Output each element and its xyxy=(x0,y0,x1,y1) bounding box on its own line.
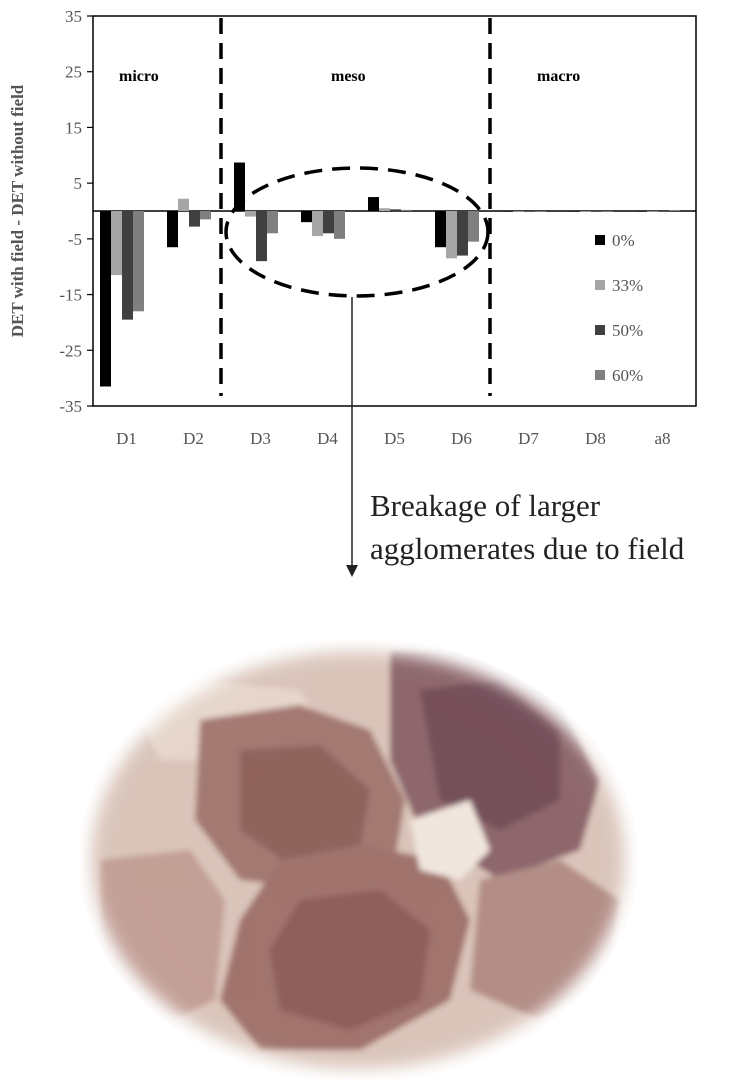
bar-D4-33% xyxy=(312,211,323,237)
bar-a8-0% xyxy=(636,211,647,212)
region-label-meso: meso xyxy=(331,68,366,85)
annotation-line-2: agglomerates due to field xyxy=(370,531,685,566)
bars xyxy=(100,162,680,387)
bar-D7-33% xyxy=(513,211,524,212)
x-tick-label: D5 xyxy=(384,429,405,448)
y-axis: -35 -25 -15 -5 5 15 25 35 xyxy=(59,7,93,416)
legend-swatch xyxy=(595,325,605,335)
bar-D2-0% xyxy=(167,211,178,248)
microscope-photo xyxy=(61,621,655,1085)
legend: 0% 33% 50% 60% xyxy=(595,231,643,385)
bar-D6-0% xyxy=(435,211,446,248)
bar-D5-33% xyxy=(379,208,390,211)
bar-D3-60% xyxy=(267,211,278,234)
y-tick-label: 35 xyxy=(65,7,82,26)
bar-D5-60% xyxy=(401,209,412,211)
y-tick-label: -35 xyxy=(59,397,82,416)
bar-D4-60% xyxy=(334,211,345,239)
bar-D6-60% xyxy=(468,211,479,242)
bar-D7-50% xyxy=(524,211,535,212)
legend-label: 0% xyxy=(612,231,635,250)
x-axis: D1 D2 D3 D4 D5 D6 D7 D8 a8 xyxy=(116,429,670,448)
bar-D8-50% xyxy=(591,211,602,212)
bar-D8-33% xyxy=(580,211,591,212)
x-tick-label: D3 xyxy=(250,429,271,448)
y-tick-label: -15 xyxy=(59,286,82,305)
y-tick-label: 5 xyxy=(74,174,83,193)
legend-label: 50% xyxy=(612,321,643,340)
y-tick-label: 25 xyxy=(65,63,82,82)
bar-a8-60% xyxy=(669,210,680,212)
annotation-line-1: Breakage of larger xyxy=(370,488,601,523)
x-tick-label: D2 xyxy=(183,429,204,448)
bar-D5-50% xyxy=(390,209,401,211)
y-axis-title: DET with field - DET without field xyxy=(8,84,27,337)
region-label-micro: micro xyxy=(119,68,159,85)
bar-D2-60% xyxy=(200,211,211,220)
bar-a8-50% xyxy=(658,211,669,212)
bar-D1-50% xyxy=(122,211,133,320)
bar-D7-0% xyxy=(502,211,513,212)
legend-swatch xyxy=(595,370,605,380)
bar-D1-33% xyxy=(111,211,122,276)
legend-label: 60% xyxy=(612,366,643,385)
bar-D6-33% xyxy=(446,211,457,259)
legend-label: 33% xyxy=(612,276,643,295)
highlight-ellipse xyxy=(224,166,490,298)
arrow-head-icon xyxy=(346,565,358,577)
x-tick-label: D8 xyxy=(585,429,606,448)
x-tick-label: D1 xyxy=(116,429,137,448)
x-tick-label: D7 xyxy=(518,429,539,448)
y-tick-label: -5 xyxy=(68,230,82,249)
bar-D8-60% xyxy=(602,211,613,212)
annotation-text: Breakage of larger agglomerates due to f… xyxy=(370,484,755,570)
legend-swatch xyxy=(595,235,605,245)
bar-D1-0% xyxy=(100,211,111,387)
legend-swatch xyxy=(595,280,605,290)
bar-D3-33% xyxy=(245,211,256,217)
bar-D8-0% xyxy=(569,211,580,212)
x-tick-label: D6 xyxy=(451,429,472,448)
y-tick-label: 15 xyxy=(65,118,82,137)
x-tick-label: D4 xyxy=(317,429,338,448)
bar-D4-50% xyxy=(323,211,334,234)
bar-D5-0% xyxy=(368,197,379,211)
bar-D1-60% xyxy=(133,211,144,312)
bar-D6-50% xyxy=(457,211,468,256)
bar-D4-0% xyxy=(301,211,312,223)
bar-D2-50% xyxy=(189,211,200,227)
bar-a8-33% xyxy=(647,211,658,212)
y-tick-label: -25 xyxy=(59,341,82,360)
bar-D7-60% xyxy=(535,211,546,212)
region-label-macro: macro xyxy=(537,68,580,85)
bar-D2-33% xyxy=(178,198,189,211)
x-tick-label: a8 xyxy=(654,429,670,448)
bar-D3-50% xyxy=(256,211,267,262)
bar-D3-0% xyxy=(234,162,245,211)
